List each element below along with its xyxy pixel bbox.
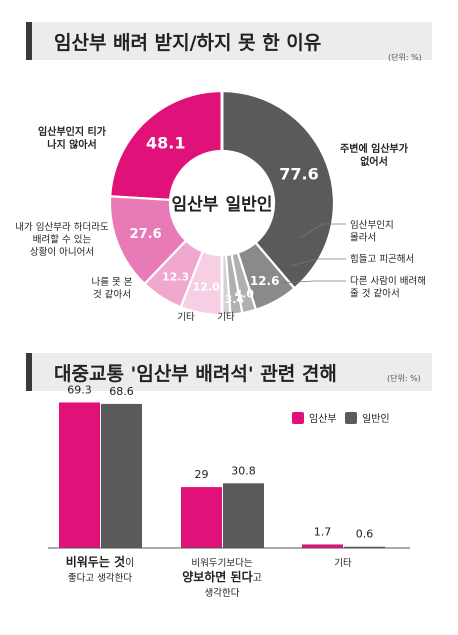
bar-value-general-2: 30.8 xyxy=(231,464,256,477)
pie-label-general-1-line-1: 주변에 임산부가 xyxy=(340,142,409,155)
donut-center-label-general: 일반인 xyxy=(226,195,273,215)
section1-title-bar: 임산부 배려 받지/하지 못 한 이유 xyxy=(26,22,432,60)
donut-slice-pregnant-2 xyxy=(108,195,188,286)
bar-pregnant-3 xyxy=(302,544,343,548)
bar-category-2-line-3: 생각한다 xyxy=(205,587,240,599)
donut-slice-pregnant-4 xyxy=(179,249,224,317)
bar-general-3 xyxy=(344,546,385,548)
pie-label-general-5-line-1: 기타 xyxy=(217,312,235,323)
section2-title-bar: 대중교통 '임산부 배려석' 관련 견해 xyxy=(26,353,432,391)
bar-general-2 xyxy=(223,483,264,548)
donut-slice-pregnant-1 xyxy=(109,89,224,202)
pie-label-general-2-line-1: 임산부인지 xyxy=(350,219,394,231)
pie-label-pregnant-4-line-1: 기타 xyxy=(177,312,195,323)
section1-unit: (단위: %) xyxy=(388,53,422,62)
donut-value-general-2: 12.6 xyxy=(250,274,280,288)
bar-value-pregnant-2: 29 xyxy=(195,468,209,481)
pie-leader-general-2 xyxy=(299,223,346,239)
donut-slice-pregnant-3 xyxy=(143,239,205,309)
bar-category-1-line-1: 비워두는 것이 xyxy=(66,554,135,569)
donut-value-general-4: 3.4 xyxy=(225,293,245,306)
bar-category-2-line-2: 양보하면 된다고 xyxy=(182,569,262,584)
bar-value-general-3: 0.6 xyxy=(356,528,374,541)
donut-value-pregnant-3: 12.3 xyxy=(162,270,189,283)
donut-value-general-1: 77.6 xyxy=(279,165,318,184)
donut-value-pregnant-4: 12.0 xyxy=(193,281,220,294)
bar-general-1 xyxy=(101,403,142,548)
donut-value-pregnant-1: 48.1 xyxy=(146,133,185,152)
bar-pregnant-1 xyxy=(59,402,100,548)
section2-title: 대중교통 '임산부 배려석' 관련 견해 xyxy=(54,363,337,385)
pie-label-general-2-line-2: 몰라서 xyxy=(350,233,376,244)
pie-label-general-4-line-1: 다른 사람이 배려해 xyxy=(350,275,426,287)
pie-label-pregnant-2-line-2: 배려할 수 있는 xyxy=(33,234,92,246)
pie-label-pregnant-3-line-2: 것 같아서 xyxy=(93,289,131,301)
legend-label-pregnant: 임산부 xyxy=(309,412,337,425)
bar-category-3-line-1: 기타 xyxy=(334,558,352,569)
pie-label-general-3-line-1: 힘들고 피곤해서 xyxy=(350,253,414,265)
pie-label-pregnant-1-line-1: 임산부인지 티가 xyxy=(38,125,107,138)
pie-label-general-1-line-2: 없어서 xyxy=(360,155,388,168)
bar-category-2-line-1: 비워두기보다는 xyxy=(191,558,252,569)
donut-value-pregnant-2: 27.6 xyxy=(130,227,162,242)
donut-value-general-3: 4.0 xyxy=(235,287,255,300)
pie-label-pregnant-3-line-1: 나를 못 본 xyxy=(92,277,133,288)
pie-label-general-4-line-2: 줄 것 같아서 xyxy=(350,288,400,300)
section2-unit: (단위: %) xyxy=(387,374,421,383)
legend-label-general: 일반인 xyxy=(362,413,390,425)
pie-label-pregnant-2-line-1: 내가 임산부라 하더라도 xyxy=(15,221,109,233)
bar-value-pregnant-3: 1.7 xyxy=(314,525,332,538)
bar-value-pregnant-1: 69.3 xyxy=(67,383,92,396)
legend-swatch-general xyxy=(345,412,357,424)
section1-title: 임산부 배려 받지/하지 못 한 이유 xyxy=(54,32,322,54)
pie-label-pregnant-1-line-2: 나지 않아서 xyxy=(47,138,96,151)
bar-pregnant-2 xyxy=(181,487,222,548)
donut-center-label-pregnant: 임산부 xyxy=(172,194,219,215)
pie-leader-general-4 xyxy=(281,280,346,284)
pie-leader-general-3 xyxy=(289,258,346,267)
donut-slice-general-1 xyxy=(220,89,336,290)
pie-label-pregnant-2-line-3: 상황이 아니어서 xyxy=(30,247,94,258)
bar-value-general-1: 68.6 xyxy=(109,385,134,398)
legend-swatch-pregnant xyxy=(292,412,304,424)
bar-category-1-line-2: 좋다고 생각한다 xyxy=(68,572,132,584)
